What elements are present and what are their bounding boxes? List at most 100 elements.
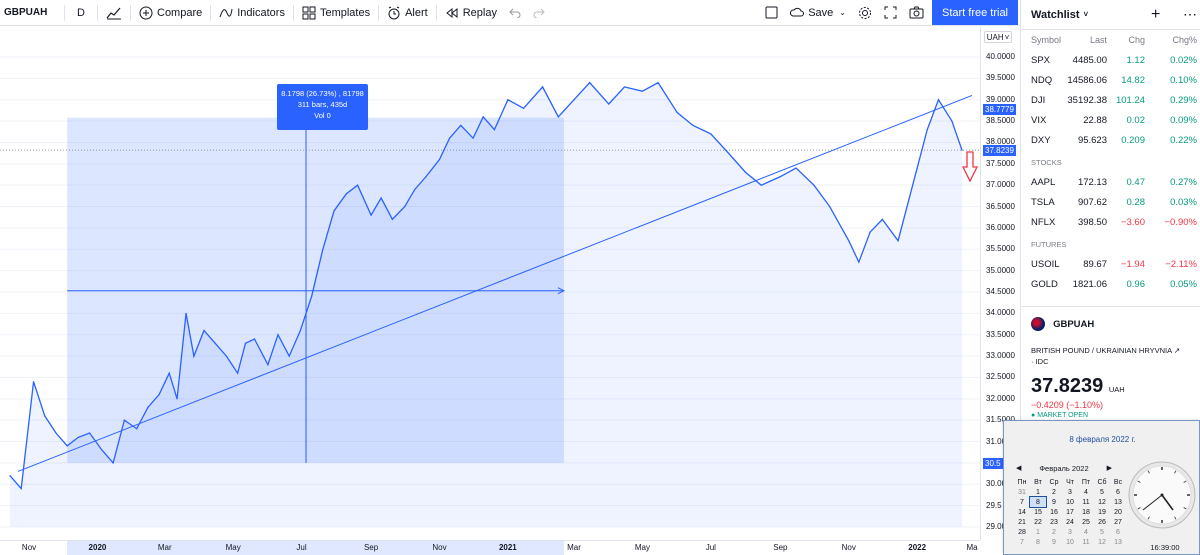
watchlist-title[interactable]: Watchlist	[1031, 8, 1080, 21]
calendar-day[interactable]: 11	[1082, 498, 1090, 506]
row-last: 89.67	[1083, 259, 1107, 270]
price-chart[interactable]	[0, 27, 980, 540]
alert-label: Alert	[405, 6, 428, 19]
calendar-day[interactable]: 6	[1116, 528, 1120, 536]
start-free-trial-button[interactable]: Start free trial	[932, 0, 1018, 25]
column-chg-pct[interactable]: Chg%	[1172, 35, 1197, 45]
calendar-day[interactable]: 14	[1018, 508, 1026, 516]
calendar-day[interactable]: 10	[1066, 538, 1074, 546]
interval-button[interactable]: D	[77, 6, 85, 19]
calendar-day[interactable]: 9	[1052, 498, 1056, 506]
calendar-day[interactable]: 9	[1052, 538, 1056, 546]
calendar-day[interactable]: 4	[1084, 528, 1088, 536]
replay-button[interactable]: Replay	[439, 0, 503, 26]
measure-volume: Vol 0	[314, 111, 331, 120]
chart-pane[interactable]: 8.1798 (26.73%) , 81798 311 bars, 435d V…	[0, 27, 980, 555]
calendar-day[interactable]: 13	[1114, 538, 1122, 546]
watchlist-row[interactable]: DXY 95.623 0.209 0.22%	[1021, 130, 1200, 150]
more-icon[interactable]: ⋯	[1183, 6, 1197, 22]
calendar-day[interactable]: 22	[1034, 518, 1042, 526]
fullscreen-button[interactable]	[878, 0, 903, 26]
details-price-row: 37.8239 UAH	[1031, 375, 1200, 398]
time-axis[interactable]: Nov 2020 Mar May Jul Sep Nov 2021 Mar May Jul Sep No…	[0, 540, 980, 555]
chevron-down-icon[interactable]: ˅	[1083, 10, 1089, 19]
calendar-day[interactable]: 1	[1036, 488, 1040, 496]
watchlist-row[interactable]: NDQ 14586.06 14.82 0.10%	[1021, 70, 1200, 90]
calendar-day[interactable]: 2	[1052, 488, 1056, 496]
row-change: 1.12	[1126, 55, 1146, 66]
calendar-day[interactable]: 21	[1018, 518, 1026, 526]
calendar-day[interactable]: 17	[1066, 508, 1074, 516]
external-link-icon[interactable]: ↗	[1173, 346, 1181, 355]
calendar-day[interactable]: 31	[1018, 488, 1026, 496]
clock-tick	[1174, 516, 1177, 520]
symbol-search-button[interactable]: GBPUAH	[4, 7, 48, 18]
next-month-icon[interactable]: ▶	[1106, 465, 1112, 472]
price-point	[322, 248, 324, 250]
calendar-day[interactable]: 28	[1018, 528, 1026, 536]
calendar-day[interactable]: 6	[1116, 488, 1120, 496]
currency-button[interactable]: UAH ˅	[984, 31, 1012, 43]
calendar-day[interactable]: 27	[1114, 518, 1122, 526]
undo-button[interactable]	[503, 0, 527, 26]
watchlist-row[interactable]: DJI 35192.38 101.24 0.29%	[1021, 90, 1200, 110]
column-last[interactable]: Last	[1089, 35, 1107, 45]
market-status-label: MARKET OPEN	[1037, 412, 1089, 419]
templates-button[interactable]: Templates	[296, 0, 376, 26]
calendar-day[interactable]: 7	[1020, 498, 1024, 506]
calendar-day[interactable]: 24	[1066, 518, 1074, 526]
price-tick-label: 34.5000	[986, 287, 1015, 296]
watchlist-row[interactable]: USOIL 89.67 −1.94 −2.11%	[1021, 254, 1200, 274]
add-symbol-icon[interactable]: +	[1151, 5, 1161, 23]
watchlist-row[interactable]: TSLA 907.62 0.28 0.03%	[1021, 192, 1200, 212]
calendar-day[interactable]: 16	[1050, 508, 1058, 516]
redo-button[interactable]	[527, 0, 551, 26]
watchlist-row[interactable]: VIX 22.88 0.02 0.09%	[1021, 110, 1200, 130]
calendar-day[interactable]: 5	[1100, 528, 1104, 536]
time-tick-label: May	[225, 543, 241, 552]
calendar-day[interactable]: 23	[1050, 518, 1058, 526]
calendar-day[interactable]: 12	[1098, 498, 1106, 506]
save-button[interactable]: Save ⌄	[784, 0, 852, 26]
calendar-day[interactable]: 11	[1082, 538, 1090, 546]
watchlist-row[interactable]: GOLD 1821.06 0.96 0.05%	[1021, 274, 1200, 294]
calendar-date-header[interactable]: 8 февраля 2022 г.	[1069, 435, 1136, 444]
calendar-day[interactable]: 8	[1036, 538, 1040, 546]
alert-button[interactable]: Alert	[381, 0, 434, 26]
calendar-day[interactable]: 18	[1082, 508, 1090, 516]
time-tick-label: 2022	[908, 543, 927, 552]
calendar-day[interactable]: 3	[1068, 528, 1072, 536]
snapshot-button[interactable]	[903, 0, 930, 26]
column-chg[interactable]: Chg	[1128, 35, 1145, 45]
watchlist-row[interactable]: SPX 4485.00 1.12 0.02%	[1021, 50, 1200, 70]
calendar-day[interactable]: 7	[1020, 538, 1024, 546]
calendar-day[interactable]: 19	[1098, 508, 1106, 516]
layout-button[interactable]	[759, 0, 784, 26]
calendar-day[interactable]: 10	[1066, 498, 1074, 506]
watchlist-indices: SPX 4485.00 1.12 0.02% NDQ 14586.06 14.82 0.10%…	[1021, 50, 1200, 150]
calendar-day[interactable]: 25	[1082, 518, 1090, 526]
calendar-day[interactable]: 13	[1114, 498, 1122, 506]
calendar-month-label[interactable]: Февраль 2022	[1039, 464, 1089, 473]
compare-button[interactable]: Compare	[133, 0, 208, 26]
calendar-day[interactable]: 15	[1034, 508, 1042, 516]
row-change: 101.24	[1115, 95, 1145, 106]
calendar-day[interactable]: 26	[1098, 518, 1106, 526]
calendar-day[interactable]: 4	[1084, 488, 1088, 496]
price-point	[779, 176, 781, 178]
calendar-day[interactable]: 20	[1114, 508, 1122, 516]
watchlist-row[interactable]: AAPL 172.13 0.47 0.27%	[1021, 172, 1200, 192]
chevron-down-icon: ⌄	[839, 8, 846, 17]
indicators-button[interactable]: Indicators	[213, 0, 291, 26]
calendar-day[interactable]: 8	[1029, 496, 1047, 508]
calendar-day[interactable]: 1	[1036, 528, 1040, 536]
calendar-day[interactable]: 3	[1068, 488, 1072, 496]
calendar-day[interactable]: 2	[1052, 528, 1056, 536]
calendar-day[interactable]: 12	[1098, 538, 1106, 546]
watchlist-row[interactable]: NFLX 398.50 −3.60 −0.90%	[1021, 212, 1200, 232]
column-symbol[interactable]: Symbol	[1031, 35, 1062, 45]
chart-type-button[interactable]	[100, 0, 128, 26]
prev-month-icon[interactable]: ◀	[1016, 465, 1022, 472]
settings-button[interactable]	[852, 0, 878, 26]
calendar-day[interactable]: 5	[1100, 488, 1104, 496]
